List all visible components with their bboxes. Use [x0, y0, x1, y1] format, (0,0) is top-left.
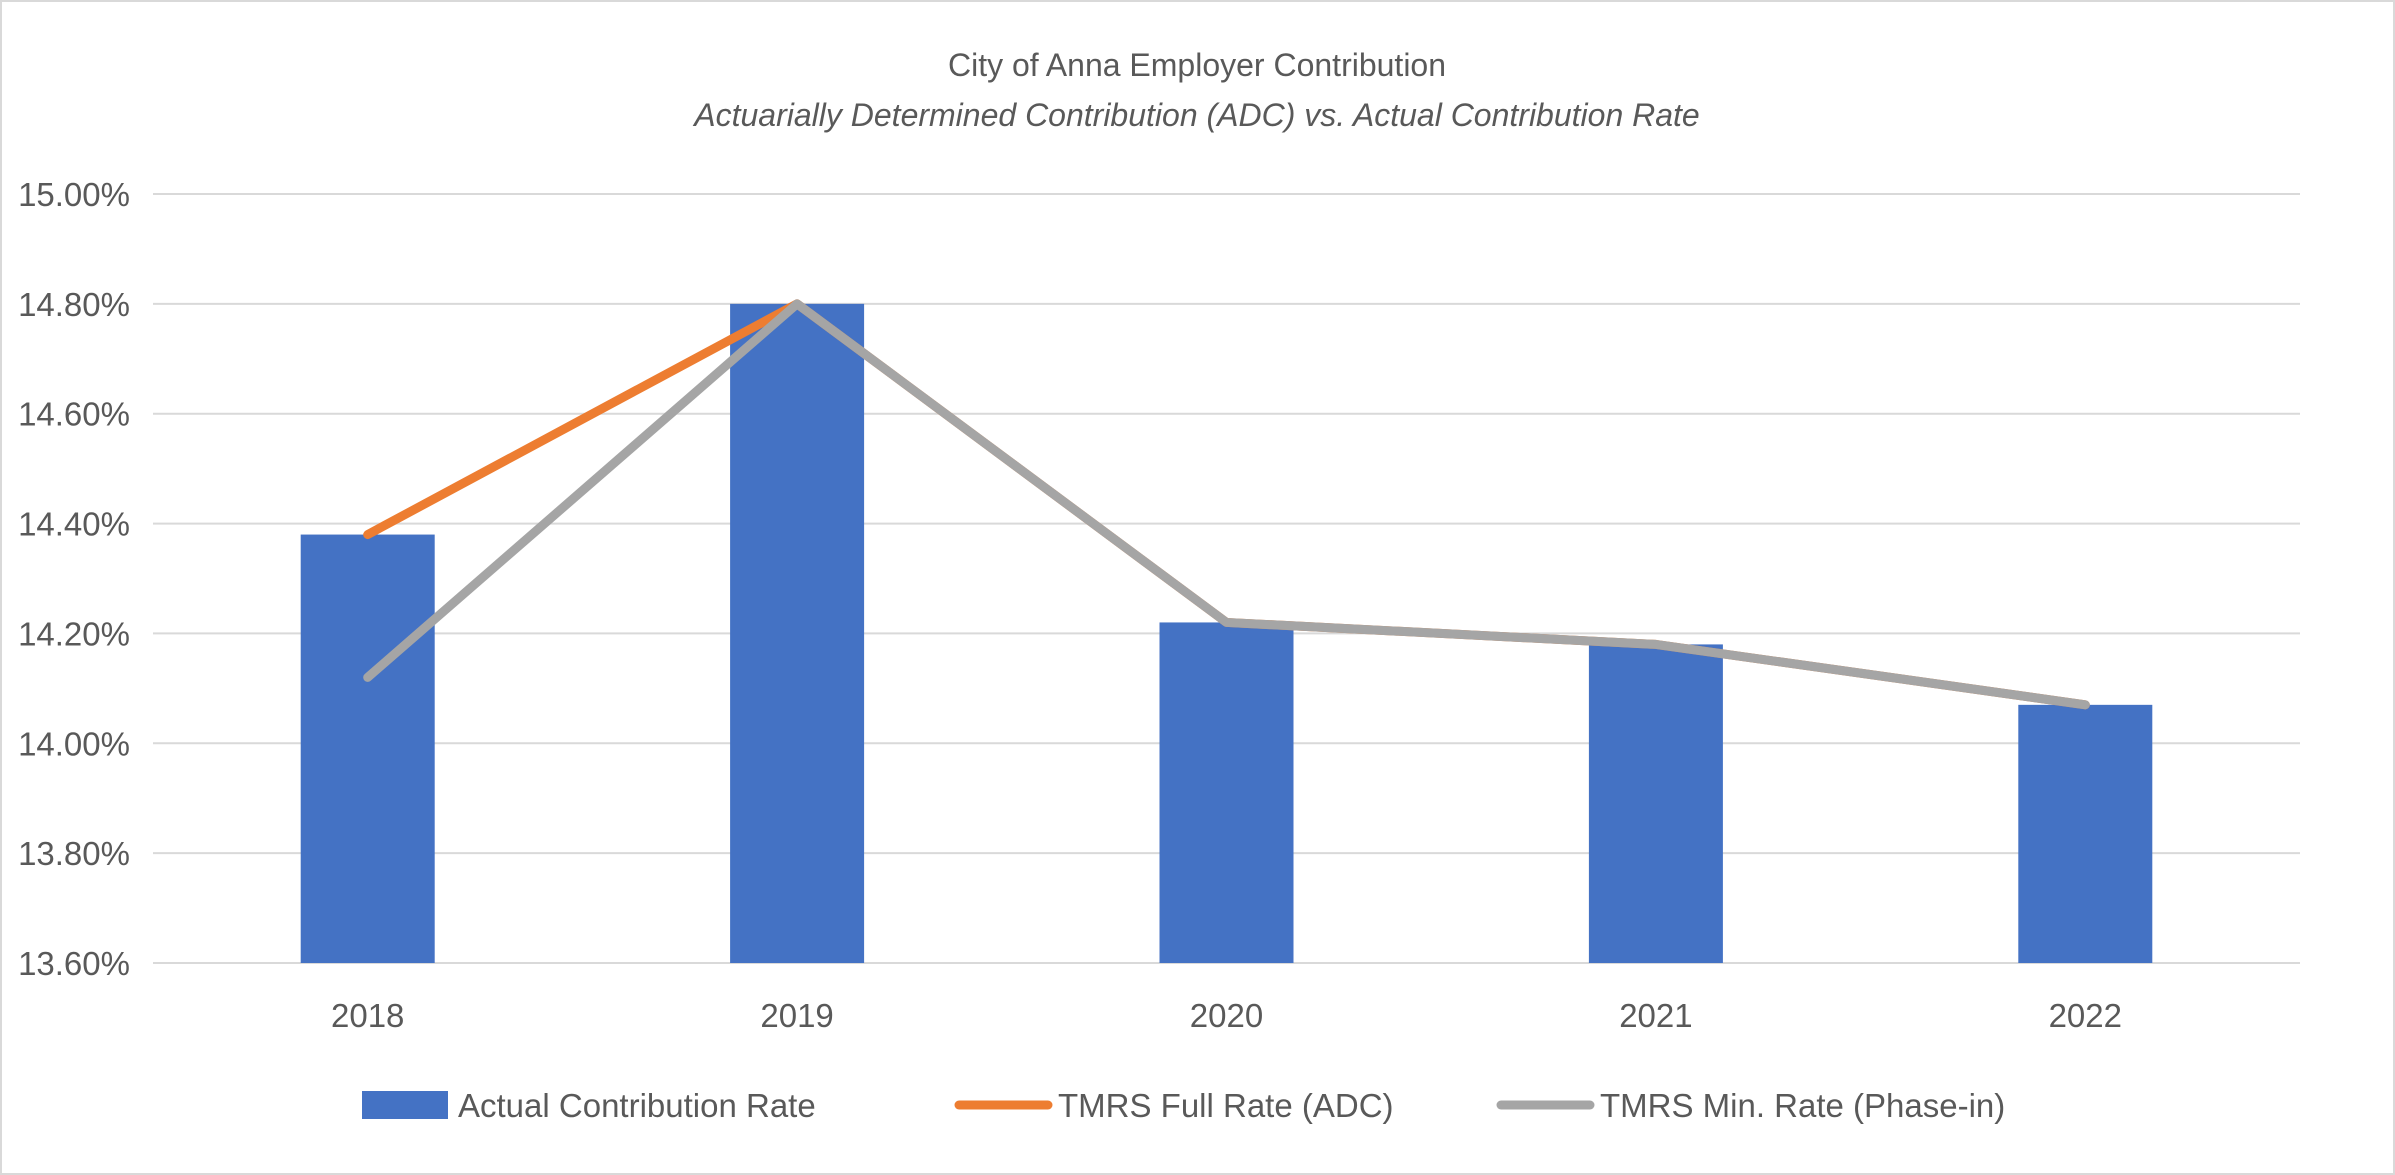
bar-2019	[730, 303, 865, 963]
chart-subtitle: Actuarially Determined Contribution (ADC…	[692, 97, 1699, 133]
bars	[300, 303, 2153, 963]
bar-2021	[1588, 644, 1723, 963]
y-tick-label: 13.60%	[18, 945, 130, 982]
lines	[363, 299, 2090, 710]
legend-swatch-actual	[362, 1091, 448, 1119]
y-tick-label: 15.00%	[18, 176, 130, 213]
gridlines	[153, 193, 2300, 964]
y-tick-label: 13.80%	[18, 835, 130, 872]
x-tick-label: 2021	[1619, 997, 1692, 1034]
bar-2018	[300, 534, 435, 963]
y-tick-label: 14.80%	[18, 286, 130, 323]
legend-label-min-rate: TMRS Min. Rate (Phase-in)	[1600, 1087, 2005, 1124]
bar-2022	[2018, 704, 2153, 963]
x-tick-label: 2022	[2049, 997, 2122, 1034]
x-axis: 2018 2019 2020 2021 2022	[331, 997, 2122, 1034]
legend: Actual Contribution Rate TMRS Full Rate …	[362, 1087, 2005, 1124]
chart-title: City of Anna Employer Contribution	[948, 47, 1446, 83]
bar-2020	[1159, 622, 1294, 963]
x-tick-label: 2019	[760, 997, 833, 1034]
x-tick-label: 2020	[1190, 997, 1263, 1034]
y-axis: 13.60% 13.80% 14.00% 14.20% 14.40% 14.60% 14.8…	[18, 176, 130, 982]
y-tick-label: 14.00%	[18, 725, 130, 762]
x-tick-label: 2018	[331, 997, 404, 1034]
legend-label-actual: Actual Contribution Rate	[458, 1087, 816, 1124]
y-tick-label: 14.60%	[18, 396, 130, 433]
y-tick-label: 14.20%	[18, 615, 130, 652]
y-tick-label: 14.40%	[18, 506, 130, 543]
legend-label-full-rate: TMRS Full Rate (ADC)	[1058, 1087, 1394, 1124]
